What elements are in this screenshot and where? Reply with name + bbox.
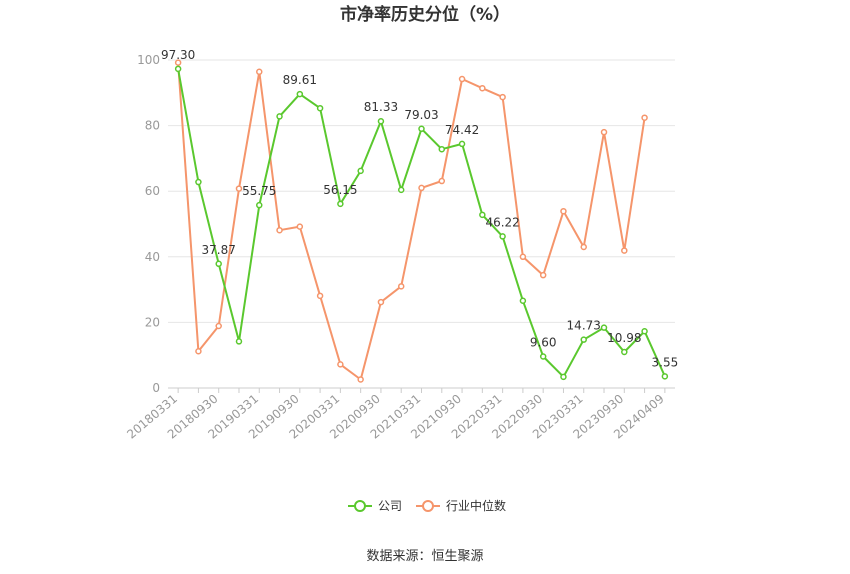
legend-label: 公司 bbox=[378, 499, 402, 513]
data-point-company[interactable] bbox=[235, 338, 243, 345]
data-point-industry-median[interactable] bbox=[235, 185, 243, 192]
data-point-industry-median[interactable] bbox=[438, 177, 446, 185]
data-point-company[interactable] bbox=[519, 297, 527, 305]
data-label: 9.60 bbox=[530, 336, 557, 350]
data-point-company[interactable] bbox=[499, 233, 506, 240]
data-point-industry-median[interactable] bbox=[539, 271, 547, 279]
legend-marker bbox=[354, 500, 366, 512]
data-point-industry-median[interactable] bbox=[621, 247, 628, 254]
data-point-industry-median[interactable] bbox=[256, 68, 263, 76]
data-point-industry-median[interactable] bbox=[276, 226, 283, 234]
data-point-company[interactable] bbox=[397, 186, 405, 194]
data-point-industry-median[interactable] bbox=[519, 253, 527, 261]
legend-label: 行业中位数 bbox=[446, 498, 506, 513]
y-tick-label: 100 bbox=[137, 53, 160, 67]
legend[interactable]: 公司 行业中位数 bbox=[348, 498, 506, 513]
data-point-industry-median[interactable] bbox=[215, 322, 222, 330]
data-point-company[interactable] bbox=[580, 336, 587, 343]
data-labels: 97.30 37.87 55.75 89.61 56.15 81.33 79.03 74.42… bbox=[161, 48, 679, 369]
data-point-company[interactable] bbox=[458, 140, 466, 148]
data-point-industry-median[interactable] bbox=[397, 283, 405, 290]
data-label: 89.61 bbox=[283, 73, 317, 87]
data-point-company[interactable] bbox=[621, 348, 628, 356]
x-axis: 2018033120180930201903312019093020200331… bbox=[124, 387, 675, 442]
data-point-industry-median[interactable] bbox=[600, 128, 608, 136]
data-label: 97.30 bbox=[161, 48, 195, 62]
data-point-company[interactable] bbox=[256, 201, 263, 209]
series-layer bbox=[174, 59, 669, 383]
data-point-industry-median[interactable] bbox=[499, 93, 506, 101]
legend-item-company[interactable]: 公司 bbox=[348, 499, 402, 513]
data-point-company[interactable] bbox=[195, 178, 202, 186]
data-label: 10.98 bbox=[607, 331, 641, 345]
data-point-industry-median[interactable] bbox=[296, 223, 304, 230]
data-label: 55.75 bbox=[242, 184, 276, 198]
data-point-company[interactable] bbox=[215, 260, 222, 268]
data-label: 37.87 bbox=[202, 243, 236, 257]
legend-item-industry-median[interactable]: 行业中位数 bbox=[416, 498, 506, 513]
data-point-industry-median[interactable] bbox=[377, 298, 385, 306]
data-point-industry-median[interactable] bbox=[479, 84, 486, 92]
data-point-company[interactable] bbox=[418, 125, 425, 133]
data-point-industry-median[interactable] bbox=[458, 75, 466, 83]
data-point-company[interactable] bbox=[661, 373, 669, 380]
data-point-industry-median[interactable] bbox=[357, 376, 364, 383]
legend-marker bbox=[422, 500, 434, 512]
y-axis: 0 20 40 60 80 100 bbox=[137, 53, 160, 395]
data-point-industry-median[interactable] bbox=[195, 348, 202, 355]
data-label: 79.03 bbox=[404, 108, 438, 122]
data-point-company[interactable] bbox=[276, 113, 283, 120]
source-note: 数据来源：恒生聚源 bbox=[366, 549, 483, 564]
chart-title: 市净率历史分位（%） bbox=[340, 4, 510, 25]
data-point-company[interactable] bbox=[641, 328, 648, 335]
y-tick-label: 0 bbox=[152, 381, 160, 395]
data-point-industry-median[interactable] bbox=[316, 292, 324, 300]
data-point-company[interactable] bbox=[560, 373, 567, 381]
y-tick-label: 60 bbox=[145, 184, 160, 198]
data-label: 3.55 bbox=[652, 355, 679, 369]
y-tick-label: 80 bbox=[145, 119, 160, 133]
y-tick-label: 40 bbox=[145, 250, 160, 264]
data-point-industry-median[interactable] bbox=[560, 207, 567, 215]
data-label: 14.73 bbox=[567, 319, 601, 333]
data-point-company[interactable] bbox=[296, 90, 304, 98]
data-point-company[interactable] bbox=[600, 324, 608, 331]
data-point-company[interactable] bbox=[357, 167, 364, 175]
data-point-industry-median[interactable] bbox=[418, 184, 425, 192]
data-point-company[interactable] bbox=[479, 211, 486, 219]
data-point-company[interactable] bbox=[316, 104, 324, 112]
data-point-company[interactable] bbox=[438, 145, 446, 153]
data-point-industry-median[interactable] bbox=[580, 243, 587, 251]
data-point-industry-median[interactable] bbox=[641, 114, 648, 121]
data-point-industry-median[interactable] bbox=[174, 59, 182, 66]
data-label: 46.22 bbox=[485, 215, 519, 229]
data-point-company[interactable] bbox=[539, 353, 547, 360]
data-point-company[interactable] bbox=[174, 65, 182, 73]
data-point-company[interactable] bbox=[337, 200, 344, 208]
series-line-industry-median bbox=[177, 62, 646, 381]
data-label: 81.33 bbox=[364, 100, 398, 114]
data-point-industry-median[interactable] bbox=[337, 361, 344, 368]
data-label: 74.42 bbox=[445, 123, 479, 137]
data-point-company[interactable] bbox=[377, 117, 385, 125]
data-label: 56.15 bbox=[323, 183, 357, 197]
y-tick-label: 20 bbox=[145, 315, 160, 329]
